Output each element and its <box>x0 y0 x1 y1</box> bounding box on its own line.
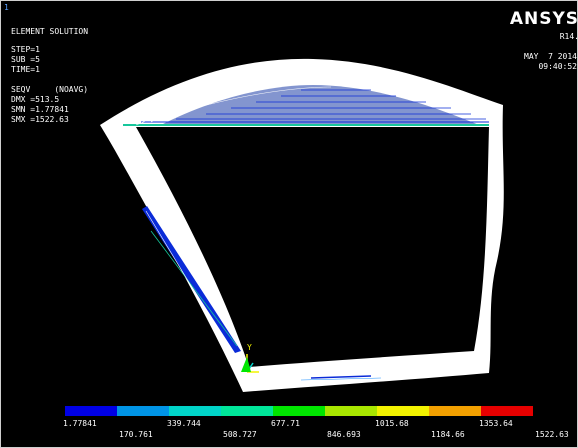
info-sub: SUB =5 <box>11 55 40 64</box>
legend-label: 170.761 <box>119 430 153 439</box>
legend-swatch <box>169 406 221 416</box>
legend-swatch <box>221 406 273 416</box>
legend-label: 1015.68 <box>375 419 409 428</box>
window-number: 1 <box>4 3 9 12</box>
legend-swatch <box>325 406 377 416</box>
legend-swatch <box>481 406 533 416</box>
left-contour-band <box>142 206 241 353</box>
legend-swatch <box>273 406 325 416</box>
legend-label: 1184.66 <box>431 430 465 439</box>
legend-swatch <box>65 406 117 416</box>
mx-marker: MX <box>118 116 128 125</box>
info-smx: SMX =1522.63 <box>11 115 69 124</box>
legend-label: 508.727 <box>223 430 257 439</box>
info-dmx: DMX =513.5 <box>11 95 60 104</box>
legend-swatch <box>429 406 481 416</box>
legend-label: 1.77841 <box>63 419 97 428</box>
legend-label: 846.693 <box>327 430 361 439</box>
legend-label: 677.71 <box>271 419 300 428</box>
date-label: MAY 7 2014 <box>524 52 577 61</box>
info-smn: SMN =1.77841 <box>11 105 69 114</box>
legend-label: 1522.63 <box>535 430 569 439</box>
undeformed-region <box>136 127 489 367</box>
axis-x-label: X <box>267 366 272 375</box>
coordinate-triad <box>241 354 259 373</box>
legend-swatch <box>117 406 169 416</box>
time-label: 09:40:52 <box>538 62 577 71</box>
release-label: R14. <box>559 32 578 41</box>
legend-label: 339.744 <box>167 419 201 428</box>
info-time: TIME=1 <box>11 65 40 74</box>
plot-title: ELEMENT SOLUTION <box>11 27 89 36</box>
info-seqv: SEQV (NOAVG) <box>11 85 89 94</box>
info-step: STEP=1 <box>11 45 40 54</box>
top-contour-band <box>123 82 489 126</box>
legend-label: 1353.64 <box>479 419 513 428</box>
ansys-logo: ANSYS <box>509 9 578 29</box>
bottom-contour-marks <box>300 375 382 381</box>
legend-swatch <box>377 406 429 416</box>
axis-y-label: Y <box>247 343 252 352</box>
contour-legend-bar <box>65 406 533 416</box>
